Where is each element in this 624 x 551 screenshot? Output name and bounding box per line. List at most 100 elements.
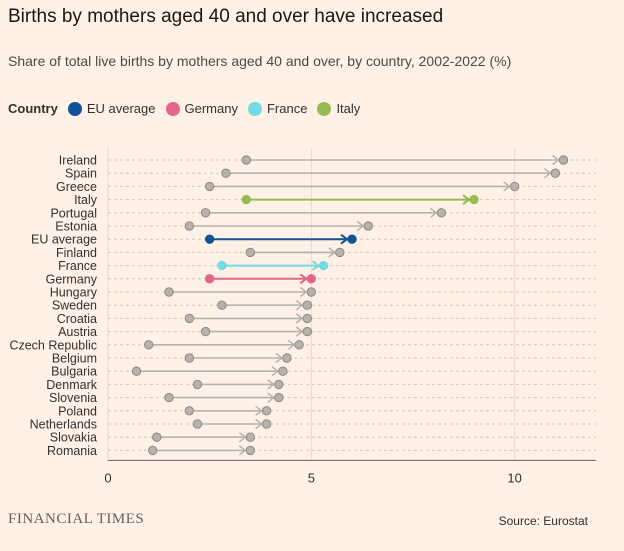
end-point-romania [245,445,256,456]
category-label-hungary: Hungary [50,286,98,300]
arrow-head-ireland [552,154,560,166]
category-label-belgium: Belgium [52,352,97,366]
end-point-hungary [306,287,317,297]
start-point-ireland [241,155,251,165]
end-point-spain [550,168,561,178]
arrow-head-slovakia [238,432,247,443]
start-point-slovenia [164,392,174,403]
start-point-eu-average [204,234,215,244]
end-point-estonia [363,221,373,231]
category-label-italy: Italy [74,193,98,207]
category-label-romania: Romania [47,444,97,458]
arrow-head-eu-average [340,233,349,245]
arrow-head-estonia [356,220,365,232]
x-tick-label: 0 [104,470,111,485]
end-point-croatia [302,313,312,324]
arrow-head-italy [462,194,471,205]
end-point-czech-republic [294,340,304,350]
legend-label-italy: Italy [336,101,361,116]
end-point-poland [261,406,272,416]
end-point-bulgaria [278,366,288,376]
legend-item-eu-average: EU average [67,101,156,116]
start-point-romania [148,445,158,456]
arrow-head-czech-republic [287,339,296,350]
category-label-austria: Austria [58,325,97,339]
category-label-germany: Germany [46,272,98,286]
start-point-slovakia [152,432,162,442]
start-point-finland [245,247,256,258]
category-label-croatia: Croatia [57,312,97,326]
legend-item-germany: Germany [165,101,238,116]
end-point-belgium [282,353,292,363]
x-tick-label: 5 [308,470,315,485]
arrow-head-spain [543,168,552,179]
legend-swatch-france [247,101,262,116]
x-tick-label: 10 [507,470,521,485]
category-label-bulgaria: Bulgaria [51,365,97,379]
arrow-head-slovenia [267,392,276,403]
end-point-slovakia [245,432,256,442]
start-point-belgium [184,353,195,363]
category-label-france: France [58,259,97,273]
end-point-eu-average [347,234,357,244]
category-label-estonia: Estonia [55,220,97,234]
end-point-finland [335,247,345,258]
end-point-netherlands [261,419,272,429]
category-label-portugal: Portugal [50,206,97,220]
legend-swatch-eu-average [67,101,82,116]
end-point-austria [302,326,312,337]
chart-subtitle: Share of total live births by mothers ag… [8,53,512,69]
category-label-greece: Greece [56,180,97,194]
end-point-portugal [436,208,447,218]
legend-title: Country [8,101,58,116]
category-label-finland: Finland [56,246,97,260]
start-point-netherlands [192,419,203,429]
ft-logo: FINANCIAL TIMES [8,511,145,527]
arrow-head-hungary [299,286,308,298]
end-point-sweden [302,300,312,310]
end-point-ireland [558,155,569,165]
start-point-spain [221,168,231,178]
start-point-croatia [184,313,195,324]
start-point-denmark [192,379,203,390]
arrow-head-poland [255,405,263,416]
start-point-portugal [200,208,211,218]
start-point-sweden [217,300,227,310]
legend-label-france: France [266,101,308,116]
arrow-head-greece [503,181,511,192]
arrow-head-belgium [275,352,284,364]
end-point-denmark [274,379,284,390]
legend-label-eu-average: EU average [86,101,156,116]
category-label-slovenia: Slovenia [49,391,97,405]
end-point-france [318,260,329,271]
source-note: Source: Eurostat [498,514,588,528]
arrow-head-romania [238,445,247,456]
category-label-ireland: Ireland [59,154,97,168]
arrow-head-bulgaria [271,366,280,377]
start-point-greece [204,181,215,192]
category-label-czech-republic: Czech Republic [9,338,97,352]
end-point-italy [469,194,479,205]
start-point-hungary [164,287,174,297]
legend-label-germany: Germany [184,101,238,116]
dumbbell-chart: 0 5 10 IrelandSpainGreeceItalyPortugalEston… [9,148,596,485]
start-point-poland [184,406,195,416]
arrow-head-denmark [267,379,276,390]
start-point-czech-republic [143,340,154,350]
legend-swatch-italy [317,101,332,116]
arrow-head-france [311,260,321,271]
arrow-head-austria [295,326,304,337]
category-label-poland: Poland [58,404,97,418]
category-label-eu-average: EU average [31,233,97,247]
legend-item-italy: Italy [317,101,360,116]
category-label-sweden: Sweden [52,299,97,313]
chart-title: Births by mothers aged 40 and over have … [8,6,444,27]
start-point-germany [204,274,215,284]
category-label-spain: Spain [65,167,97,181]
end-point-greece [509,181,520,192]
end-point-germany [306,274,317,284]
arrow-head-germany [299,273,308,285]
start-point-france [217,260,227,271]
end-point-slovenia [274,392,284,403]
category-label-netherlands: Netherlands [30,418,97,432]
